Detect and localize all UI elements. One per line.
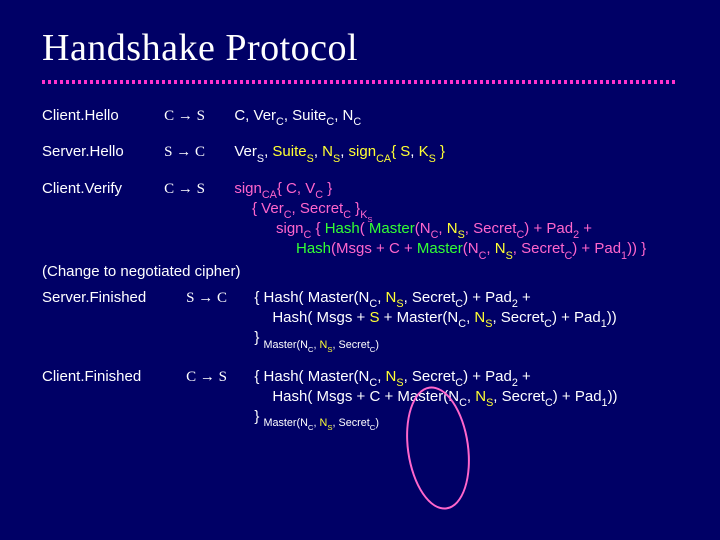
msg-name: Client.Hello xyxy=(42,106,160,126)
slide: Handshake Protocol Client.Hello C → S C,… xyxy=(0,0,720,540)
row-client-finished: Client.Finished C → S { Hash( Master(NC,… xyxy=(42,367,678,428)
msg-direction: C → S xyxy=(186,367,250,387)
msg-content: C, VerC, SuiteC, NC xyxy=(234,106,664,126)
msg-content: VerS, SuiteS, NS, signCA{ S, KS } xyxy=(234,142,664,162)
cv-line2: { VerC, SecretC }KS xyxy=(228,199,678,219)
msg-name: Client.Finished xyxy=(42,367,182,387)
msg-direction: S → C xyxy=(186,288,250,308)
msg-direction: S → C xyxy=(164,142,230,162)
msg-content: { Hash( Master(NC, NS, SecretC) + Pad2 +… xyxy=(254,288,664,349)
cv-line3: signC { Hash( Master(NC, NS, SecretC) + … xyxy=(228,219,678,239)
msg-name: Server.Finished xyxy=(42,288,182,308)
msg-content: { Hash( Master(NC, NS, SecretC) + Pad2 +… xyxy=(254,367,664,428)
msg-name: Server.Hello xyxy=(42,142,160,162)
msg-direction: C → S xyxy=(164,106,230,126)
msg-name: Client.Verify xyxy=(42,179,160,199)
msg-direction: C → S xyxy=(164,179,230,199)
change-cipher-note: (Change to negotiated cipher) xyxy=(42,262,678,282)
row-client-hello: Client.Hello C → S C, VerC, SuiteC, NC xyxy=(42,106,678,126)
row-client-verify: Client.Verify C → S signCA{ C, VC } { Ve… xyxy=(42,179,678,260)
slide-body: Client.Hello C → S C, VerC, SuiteC, NC S… xyxy=(42,106,678,427)
title-underline xyxy=(42,80,678,84)
cv-line4: Hash(Msgs + C + Master(NC, NS, SecretC) … xyxy=(228,239,678,259)
row-server-finished: Server.Finished S → C { Hash( Master(NC,… xyxy=(42,288,678,349)
row-server-hello: Server.Hello S → C VerS, SuiteS, NS, sig… xyxy=(42,142,678,162)
msg-content: signCA{ C, VC } xyxy=(234,179,664,199)
slide-title: Handshake Protocol xyxy=(42,26,678,70)
